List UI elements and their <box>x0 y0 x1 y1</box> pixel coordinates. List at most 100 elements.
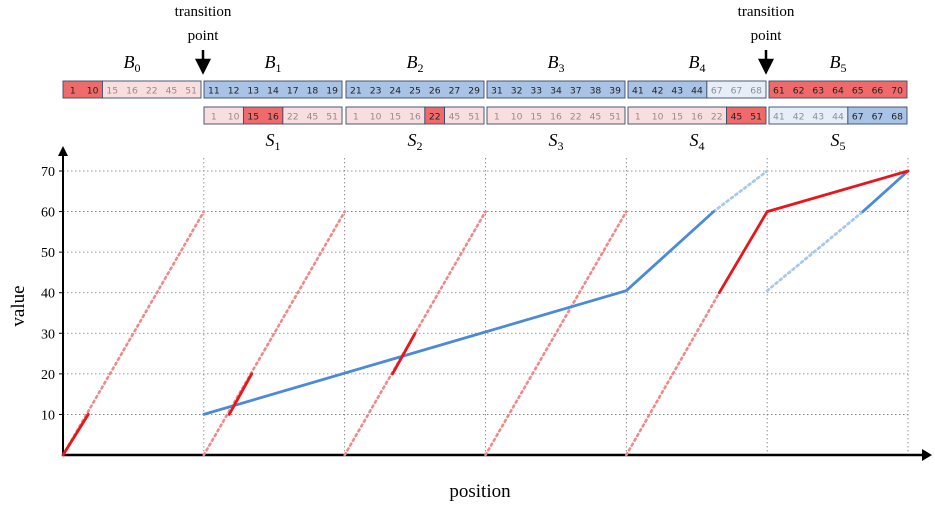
cell-value: 10 <box>652 112 664 123</box>
cell-value: 63 <box>812 86 824 97</box>
cell-value: 45 <box>590 112 602 123</box>
y-tick-label: 10 <box>41 408 55 423</box>
cell-group <box>345 80 485 99</box>
block-B-label: B1 <box>265 52 282 75</box>
x-axis-label: position <box>449 481 511 502</box>
cell-group <box>486 106 626 125</box>
transition-annotation-right: transition point <box>738 4 795 75</box>
block-S-3: 1 10 15 16 22 45 51 S3 <box>486 106 626 153</box>
cell-value: 44 <box>832 112 844 123</box>
cell-group <box>486 80 626 99</box>
y-axis-arrow-icon <box>58 146 68 156</box>
cell-value: 16 <box>691 112 703 123</box>
cell-value: 15 <box>530 112 542 123</box>
y-tick-label: 50 <box>41 246 55 261</box>
series-blue-dotted <box>765 210 865 293</box>
cell-value: 61 <box>773 86 785 97</box>
cell-value: 38 <box>590 86 602 97</box>
cell-value: 37 <box>570 86 582 97</box>
series-red-dotted <box>202 210 346 457</box>
block-S-5: 41 42 43 44 67 67 68 S5 <box>768 106 908 153</box>
cell-value: 39 <box>609 86 621 97</box>
series-red-dotted <box>484 210 628 457</box>
block-B-label: B5 <box>830 52 847 75</box>
cell-value: 70 <box>891 86 903 97</box>
cell-value: 29 <box>468 86 480 97</box>
cell-group <box>101 80 202 99</box>
cell-value: 10 <box>87 86 99 97</box>
cell-group <box>203 80 343 99</box>
cell-value: 23 <box>370 86 382 97</box>
cell-value: 22 <box>570 112 582 123</box>
cell-value: 51 <box>750 112 762 123</box>
cell-value: 22 <box>711 112 723 123</box>
block-B-2: 21 23 24 25 26 27 29 B2 <box>345 52 485 99</box>
cell-value: 31 <box>491 86 503 97</box>
block-S-label: S2 <box>408 130 423 153</box>
series-red-solid <box>765 169 910 213</box>
y-tick-label: 70 <box>41 165 55 180</box>
cell-value: 43 <box>671 86 683 97</box>
cell-value: 15 <box>671 112 683 123</box>
cell-value: 67 <box>852 112 864 123</box>
cell-value: 42 <box>793 112 805 123</box>
y-tick-label: 30 <box>41 327 55 342</box>
block-B-3: 31 32 33 34 37 38 39 B3 <box>486 52 626 99</box>
y-axis-label: value <box>8 285 29 326</box>
cell-value: 1 <box>635 112 641 123</box>
block-B-4: 41 42 43 44 67 67 68 B4 <box>627 52 767 99</box>
cell-value: 45 <box>307 112 319 123</box>
series-red-solid <box>227 372 254 416</box>
cell-group <box>444 106 485 125</box>
block-B-label: B0 <box>124 52 141 75</box>
transition-annotation-left: transition point <box>175 4 232 75</box>
cell-value: 45 <box>166 86 178 97</box>
block-B-1: 11 12 13 14 17 18 19 B1 <box>203 52 343 99</box>
cell-value: 22 <box>429 112 441 123</box>
series-blue-solid <box>861 169 910 213</box>
block-S-1: 1 10 15 16 22 45 51 S1 <box>203 106 343 153</box>
cell-value: 13 <box>247 86 259 97</box>
cell-value: 51 <box>326 112 338 123</box>
cell-value: 15 <box>389 112 401 123</box>
cell-value: 22 <box>287 112 299 123</box>
chart: 10 20 30 40 50 60 70 <box>41 146 932 461</box>
series-blue-dotted <box>712 169 769 213</box>
y-tick-label: 20 <box>41 368 55 383</box>
cell-group <box>726 106 767 125</box>
series-red-solid <box>717 210 769 295</box>
cell-value: 45 <box>449 112 461 123</box>
cell-value: 34 <box>550 86 562 97</box>
block-B-0: 1 10 15 16 22 45 51 B0 <box>62 52 202 99</box>
cell-value: 16 <box>267 112 279 123</box>
cell-value: 67 <box>731 86 743 97</box>
cell-value: 27 <box>449 86 461 97</box>
cell-value: 14 <box>267 86 279 97</box>
y-tick-label: 60 <box>41 206 55 221</box>
down-arrow-icon <box>757 50 775 75</box>
transition-label-line1: transition <box>175 4 232 20</box>
cell-value: 33 <box>530 86 542 97</box>
block-S-label: S5 <box>831 130 846 153</box>
cell-value: 51 <box>185 86 197 97</box>
cell-value: 32 <box>511 86 523 97</box>
cell-value: 41 <box>773 112 785 123</box>
cell-value: 65 <box>852 86 864 97</box>
cell-value: 1 <box>70 86 76 97</box>
cell-value: 68 <box>891 112 903 123</box>
cell-value: 16 <box>409 112 421 123</box>
y-tick-label: 40 <box>41 287 55 302</box>
transition-label-line2: point <box>751 28 783 44</box>
cell-value: 62 <box>793 86 805 97</box>
cell-value: 66 <box>872 86 884 97</box>
series-red-solid <box>61 413 90 457</box>
cell-value: 67 <box>872 112 884 123</box>
cell-value: 44 <box>691 86 703 97</box>
cell-group <box>768 80 908 99</box>
cell-group <box>706 80 767 99</box>
series-red-dotted <box>61 210 206 457</box>
cell-value: 19 <box>326 86 338 97</box>
cell-value: 41 <box>632 86 644 97</box>
